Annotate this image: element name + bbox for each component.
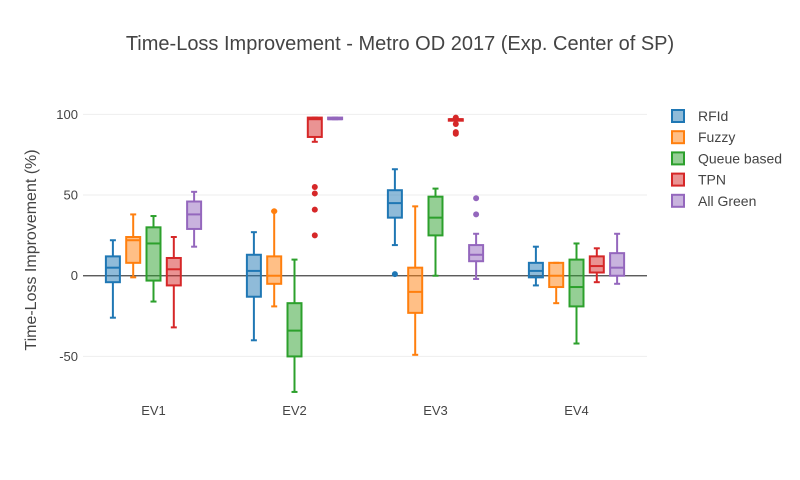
box-iqr xyxy=(266,255,283,285)
outlier-point xyxy=(271,208,278,215)
y-tick-label: -50 xyxy=(59,349,78,364)
y-axis-ticks: -50 0 50 100 xyxy=(56,107,78,364)
legend-swatch xyxy=(671,193,685,208)
box xyxy=(609,232,626,285)
legend-swatch xyxy=(671,172,685,187)
box xyxy=(447,114,464,137)
y-tick-label: 50 xyxy=(64,188,78,203)
box xyxy=(427,187,444,277)
box xyxy=(186,190,203,248)
legend-item-fuzzy[interactable]: Fuzzy xyxy=(671,129,735,145)
series-fuzzy xyxy=(125,205,565,356)
box-iqr xyxy=(609,252,626,277)
series-rfid xyxy=(104,168,544,342)
legend-label: Queue based xyxy=(698,150,782,166)
box-iqr xyxy=(407,266,424,314)
box-iqr xyxy=(588,255,605,274)
box xyxy=(327,116,344,121)
outlier-point xyxy=(452,121,459,128)
gridlines xyxy=(83,113,647,357)
box xyxy=(306,116,323,239)
legend-item-all-green[interactable]: All Green xyxy=(671,193,756,209)
box xyxy=(407,205,424,356)
box xyxy=(266,208,283,308)
box xyxy=(125,213,142,279)
legend[interactable]: RFId Fuzzy Queue based TPN All Green xyxy=(671,108,782,209)
outlier-point xyxy=(452,114,459,121)
legend-label: All Green xyxy=(698,193,756,209)
box xyxy=(527,245,544,287)
box xyxy=(548,261,565,305)
box xyxy=(468,195,485,280)
outlier-point xyxy=(311,183,318,190)
box xyxy=(588,247,605,284)
outlier-point xyxy=(391,271,398,278)
legend-item-tpn[interactable]: TPN xyxy=(671,172,726,188)
legend-label: TPN xyxy=(698,172,726,188)
box xyxy=(245,231,262,342)
series-all-green xyxy=(186,116,626,285)
box-iqr xyxy=(125,236,142,264)
box-iqr xyxy=(306,116,323,138)
series-tpn xyxy=(165,114,605,329)
legend-item-queue-based[interactable]: Queue based xyxy=(671,150,782,166)
outlier-point xyxy=(473,195,480,202)
x-axis-ticks: EV1 EV2 EV3 EV4 xyxy=(141,403,589,418)
legend-swatch xyxy=(671,109,685,123)
chart-title: Time-Loss Improvement - Metro OD 2017 (E… xyxy=(126,33,674,55)
outlier-point xyxy=(311,232,318,239)
box-iqr xyxy=(145,226,162,282)
x-tick-label: EV3 xyxy=(423,403,448,418)
box xyxy=(568,242,585,345)
series-queue-based xyxy=(145,187,585,393)
x-tick-label: EV2 xyxy=(282,403,307,418)
outlier-point xyxy=(311,190,318,197)
y-axis-title: Time-Loss Improvement (%) xyxy=(23,149,40,350)
box xyxy=(165,236,182,329)
box xyxy=(286,258,303,393)
legend-swatch xyxy=(671,130,685,145)
box-iqr xyxy=(468,244,485,263)
box-iqr xyxy=(104,255,121,284)
legend-label: RFId xyxy=(698,108,728,124)
box xyxy=(104,239,121,319)
y-tick-label: 0 xyxy=(71,268,78,283)
outlier-point xyxy=(452,129,459,136)
box xyxy=(145,215,162,303)
legend-swatch xyxy=(671,151,685,166)
y-tick-label: 100 xyxy=(56,107,78,122)
box-iqr xyxy=(165,256,182,287)
box-iqr xyxy=(427,195,444,237)
legend-item-rfid[interactable]: RFId xyxy=(671,108,728,124)
x-tick-label: EV1 xyxy=(141,403,166,418)
outlier-point xyxy=(473,211,480,218)
x-tick-label: EV4 xyxy=(564,403,589,418)
box-iqr xyxy=(245,253,262,298)
box xyxy=(386,168,403,278)
box-iqr xyxy=(568,258,585,308)
legend-label: Fuzzy xyxy=(698,129,735,145)
outlier-point xyxy=(311,206,318,213)
box-plots xyxy=(104,114,626,393)
